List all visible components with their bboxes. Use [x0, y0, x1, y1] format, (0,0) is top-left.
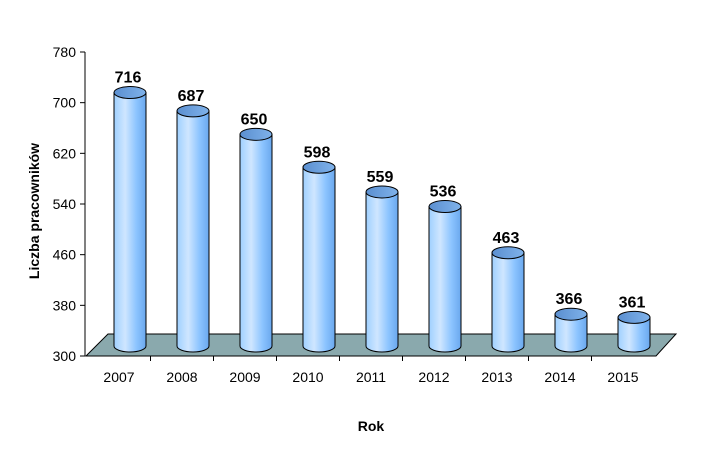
- y-tick-label: 460: [53, 247, 77, 263]
- x-tick-label: 2012: [418, 369, 449, 385]
- cylinder-top: [491, 246, 525, 260]
- value-label: 559: [367, 169, 394, 186]
- cylinder-body: [554, 313, 588, 353]
- cylinder-top: [302, 160, 336, 174]
- y-axis: 300 380 460 540 620 700 780: [53, 44, 86, 364]
- value-labels: 716 687 650 598 559 536 463 366 361: [115, 70, 646, 312]
- bar-2014: [554, 307, 588, 353]
- bar-2011: [365, 185, 399, 353]
- cylinder-top: [617, 310, 651, 324]
- cylinder-body: [365, 191, 399, 353]
- value-label: 598: [304, 144, 331, 161]
- cylinder-body: [113, 92, 147, 353]
- y-tick-label: 700: [53, 95, 77, 111]
- value-label: 650: [241, 111, 268, 128]
- cylinder-top: [365, 185, 399, 199]
- x-tick-label: 2015: [607, 369, 638, 385]
- value-label: 687: [178, 88, 205, 105]
- cylinder-body: [302, 166, 336, 353]
- x-tick-label: 2009: [229, 369, 260, 385]
- cylinder-body: [239, 133, 273, 353]
- value-label: 716: [115, 70, 142, 87]
- bar-2009: [239, 127, 273, 353]
- x-tick-label: 2008: [166, 369, 197, 385]
- cylinder-top: [113, 86, 147, 100]
- cylinder-body: [176, 110, 210, 353]
- y-tick-label: 300: [53, 348, 77, 364]
- value-label: 463: [493, 230, 520, 247]
- cylinder-top: [239, 127, 273, 141]
- x-tick-label: 2007: [103, 369, 134, 385]
- cylinder-body: [617, 316, 651, 353]
- x-tick-label: 2014: [544, 369, 575, 385]
- cylinder-top: [554, 307, 588, 321]
- x-ticks: 2007 2008 2009 2010 2011 2012 2013 2014 2015: [103, 356, 639, 385]
- bars: [113, 86, 651, 353]
- cylinder-top: [176, 104, 210, 118]
- y-tick-label: 540: [53, 196, 77, 212]
- cylinder-body: [491, 252, 525, 353]
- bar-2008: [176, 104, 210, 353]
- bar-2015: [617, 310, 651, 353]
- y-tick-label: 780: [53, 44, 77, 60]
- y-axis-title: Liczba pracowników: [26, 143, 42, 279]
- cylinder-body: [428, 206, 462, 353]
- bar-2007: [113, 86, 147, 353]
- value-label: 366: [556, 291, 583, 308]
- y-tick-label: 620: [53, 145, 77, 161]
- x-axis-title: Rok: [358, 418, 385, 434]
- x-tick-label: 2011: [356, 369, 386, 385]
- x-tick-label: 2010: [292, 369, 323, 385]
- x-tick-label: 2013: [481, 369, 512, 385]
- value-label: 361: [619, 294, 646, 311]
- y-ticks: 300 380 460 540 620 700 780: [53, 44, 85, 364]
- bar-2012: [428, 200, 462, 353]
- y-tick-label: 380: [53, 297, 77, 313]
- value-label: 536: [430, 184, 457, 201]
- bar-2010: [302, 160, 336, 353]
- cylinder-top: [428, 200, 462, 214]
- bar-2013: [491, 246, 525, 353]
